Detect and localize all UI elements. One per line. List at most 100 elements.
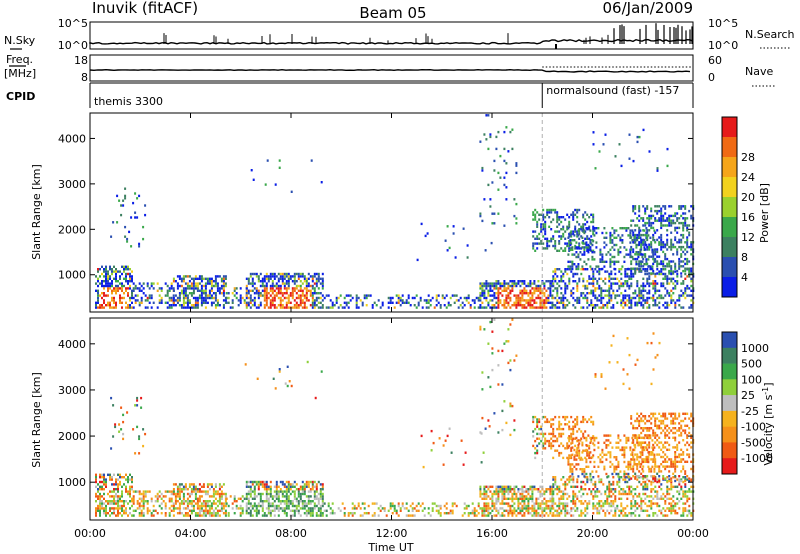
scatter-cell (688, 287, 691, 290)
scatter-cell (271, 497, 274, 500)
scatter-cell (660, 224, 663, 227)
scatter-cell (285, 282, 288, 285)
scatter-cell (636, 280, 639, 283)
scatter-cell (216, 504, 219, 508)
scatter-cell (192, 296, 195, 300)
scatter-cell (111, 490, 113, 493)
scatter-cell (574, 244, 577, 248)
scatter-cell (275, 490, 278, 493)
scatter-cell (269, 272, 272, 276)
scatter-cell (200, 514, 203, 517)
scatter-cell (95, 485, 97, 488)
scatter-cell (610, 504, 613, 508)
scatter-cell (239, 514, 242, 517)
scatter-cell (588, 456, 591, 460)
scatter-cell (301, 294, 304, 297)
scatter-cell (592, 495, 595, 498)
scatter-cell (192, 509, 195, 512)
scatter-cell (218, 492, 221, 496)
scatter-cell (235, 507, 238, 510)
scatter-cell (666, 248, 669, 251)
scatter-cell (630, 275, 633, 278)
scatter-cell (542, 435, 545, 438)
scatter-cell (224, 282, 227, 285)
scatter-cell (594, 289, 597, 292)
scatter-cell (95, 275, 97, 278)
scatter-cell (549, 292, 552, 295)
scatter-cell (411, 514, 414, 517)
scatter-cell (257, 304, 260, 307)
scatter-cell (196, 507, 199, 510)
scatter-cell (190, 277, 193, 280)
scatter-cell (690, 478, 693, 481)
scatter-cell (634, 241, 637, 244)
scatter-cell (503, 495, 506, 498)
scatter-cell (588, 304, 591, 307)
scatter-cell (127, 280, 129, 283)
scatter-cell (115, 488, 117, 491)
scatter-cell (682, 514, 685, 517)
scatter-cell (594, 287, 597, 290)
scatter-cell (373, 301, 376, 304)
scatter-cell (107, 502, 109, 505)
scatter-cell (684, 277, 687, 280)
scatter-cell (678, 257, 681, 261)
scatter-cell (220, 509, 223, 512)
scatter-cell (489, 299, 492, 302)
scatter-cell (548, 208, 551, 212)
scatter-cell (118, 199, 121, 202)
scatter-cell (682, 265, 685, 268)
scatter-cell (265, 275, 268, 278)
scatter-cell (543, 299, 546, 302)
scatter-cell (267, 507, 270, 510)
scatter-cell (144, 299, 147, 302)
scatter-cell (606, 476, 609, 479)
scatter-cell (523, 485, 526, 488)
scatter-cell (592, 275, 595, 278)
scatter-cell (621, 227, 624, 230)
scatter-cell (285, 304, 288, 307)
scatter-cell (684, 507, 687, 510)
scatter-cell (568, 242, 571, 245)
scatter-cell (146, 500, 149, 503)
scatter-cell (495, 514, 498, 517)
scatter-cell (525, 507, 528, 510)
scatter-cell (239, 301, 242, 304)
scatter-cell (249, 296, 252, 300)
scatter-cell (202, 500, 205, 503)
scatter-cell (574, 247, 577, 250)
scatter-cell (672, 272, 675, 275)
scatter-cell (309, 500, 312, 503)
scatter-cell (214, 502, 217, 505)
scatter-cell (642, 243, 645, 246)
scatter-cell (603, 260, 606, 263)
scatter-cell (132, 497, 135, 500)
scatter-cell (670, 488, 673, 491)
scatter-cell (525, 488, 528, 491)
scatter-cell (257, 280, 260, 283)
scatter-cell (285, 512, 288, 515)
scatter-cell (335, 299, 338, 302)
scatter-cell (289, 292, 292, 295)
scatter-cell (309, 509, 312, 512)
scatter-cell (218, 485, 221, 488)
scatter-cell (544, 223, 547, 226)
scatter-cell (620, 504, 623, 508)
scatter-cell (122, 199, 125, 202)
scatter-cell (359, 299, 362, 302)
scatter-cell (569, 231, 572, 235)
scatter-cell (182, 292, 185, 295)
scatter-cell (636, 282, 639, 285)
scatter-cell (564, 502, 567, 505)
scatter-cell (269, 304, 272, 307)
scatter-cell (567, 460, 570, 464)
scatter-cell (214, 512, 217, 515)
scatter-cell (437, 504, 440, 508)
scatter-cell (269, 289, 272, 292)
scatter-cell (572, 275, 575, 278)
scatter-cell (642, 299, 645, 302)
scatter-cell (662, 492, 665, 496)
scatter-cell (267, 277, 270, 280)
scatter-cell (532, 430, 535, 433)
scatter-cell (142, 512, 145, 515)
